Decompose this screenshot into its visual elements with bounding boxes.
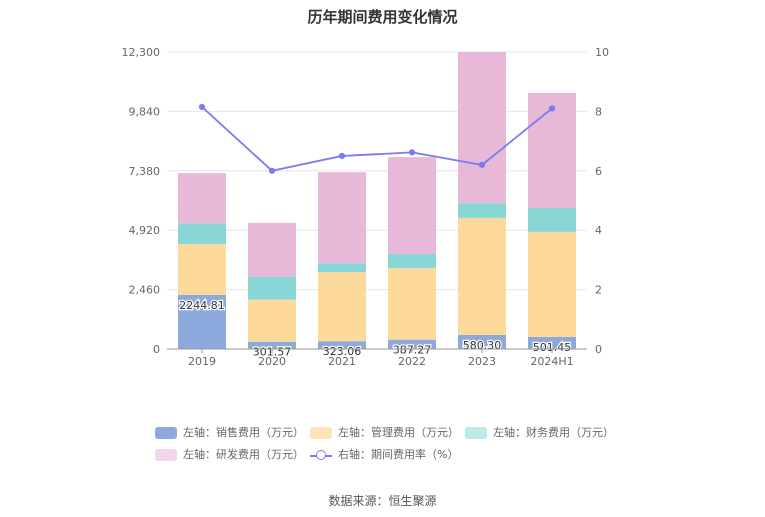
legend-swatch-rd: [155, 449, 177, 461]
y-tick-label-left: 0: [153, 343, 160, 356]
bar-segment: [528, 231, 576, 337]
bar-segment: [458, 51, 506, 204]
bar-segment: [528, 207, 576, 232]
legend-swatch-rate: [310, 449, 332, 461]
bar-segment: [458, 217, 506, 335]
bar-segment: [318, 272, 366, 342]
bar-data-label: 2244.81: [179, 299, 225, 312]
legend-swatch-sales: [155, 427, 177, 439]
y-tick-label-right: 4: [595, 224, 602, 237]
x-tick-label: 2020: [258, 355, 286, 368]
legend-item-finance[interactable]: 左轴：财务费用（万元）: [465, 426, 614, 440]
bar-segment: [248, 222, 296, 278]
rate-point: [198, 103, 206, 111]
axes: 0 0 2,460 2 4,920 4 7,380 6 9,840 8 12,300 10 2019 20…: [122, 46, 610, 368]
legend-item-admin[interactable]: 左轴：管理费用（万元）: [310, 426, 459, 440]
bar-stacks: [178, 51, 576, 349]
x-tick-label: 2023: [468, 355, 496, 368]
bar-segment: [388, 268, 436, 340]
x-tick-label: 2024H1: [530, 355, 573, 368]
legend-item-rd[interactable]: 左轴：研发费用（万元）: [155, 448, 304, 462]
rate-point: [478, 161, 486, 168]
legend-item-sales[interactable]: 左轴：销售费用（万元）: [155, 426, 304, 440]
data-source: 数据来源：恒生聚源: [328, 494, 437, 508]
bar-segment: [388, 157, 436, 254]
x-tick-label: 2022: [398, 355, 426, 368]
bar-segment: [178, 223, 226, 245]
rate-point: [548, 105, 556, 112]
y-tick-label-left: 4,920: [129, 224, 161, 237]
legend-swatch-admin: [310, 427, 332, 439]
rate-point: [408, 149, 416, 156]
legend-swatch-finance: [465, 427, 487, 439]
bar-segment: [178, 173, 226, 224]
bar-segment: [178, 244, 226, 295]
y-tick-label-right: 10: [595, 46, 609, 59]
bar-segment: [248, 341, 296, 349]
rate-point: [268, 167, 276, 174]
chart-title: 历年期间费用变化情况: [307, 8, 458, 26]
bar-segment: [458, 203, 506, 218]
legend-label-rd: 左轴：研发费用（万元）: [183, 448, 304, 461]
grid-lines: [167, 51, 587, 291]
bar-data-label: 501.45: [533, 341, 572, 354]
y-tick-label-right: 6: [595, 165, 602, 178]
y-tick-label-left: 12,300: [122, 46, 161, 59]
bar-segment: [458, 334, 506, 349]
legend-label-finance: 左轴：财务费用（万元）: [493, 426, 614, 439]
y-tick-label-left: 7,380: [129, 165, 161, 178]
rate-point: [338, 152, 346, 160]
bar-segment: [248, 299, 296, 342]
bar-segment: [318, 263, 366, 273]
y-tick-label-right: 2: [595, 284, 602, 297]
y-tick-label-right: 8: [595, 105, 602, 118]
bar-segment: [318, 341, 366, 349]
legend-label-rate: 右轴：期间费用率（%）: [338, 448, 459, 461]
rate-line: [198, 103, 556, 174]
legend-label-admin: 左轴：管理费用（万元）: [338, 426, 459, 439]
legend-item-rate[interactable]: 右轴：期间费用率（%）: [310, 448, 458, 462]
bar-segment: [178, 294, 226, 349]
bar-segment: [318, 172, 366, 264]
y-tick-label-left: 2,460: [129, 284, 161, 297]
y-tick-label-left: 9,840: [129, 105, 161, 118]
rate-line-path: [201, 106, 553, 172]
legend-label-sales: 左轴：销售费用（万元）: [183, 426, 304, 439]
bar-segment: [248, 277, 296, 300]
x-tick-label: 2021: [328, 355, 356, 368]
bar-segment: [388, 253, 436, 269]
x-tick-label: 2019: [188, 355, 216, 368]
bar-segment: [528, 336, 576, 349]
bar-segment: [388, 339, 436, 349]
bar-segment: [528, 93, 576, 208]
y-tick-label-right: 0: [595, 343, 602, 356]
